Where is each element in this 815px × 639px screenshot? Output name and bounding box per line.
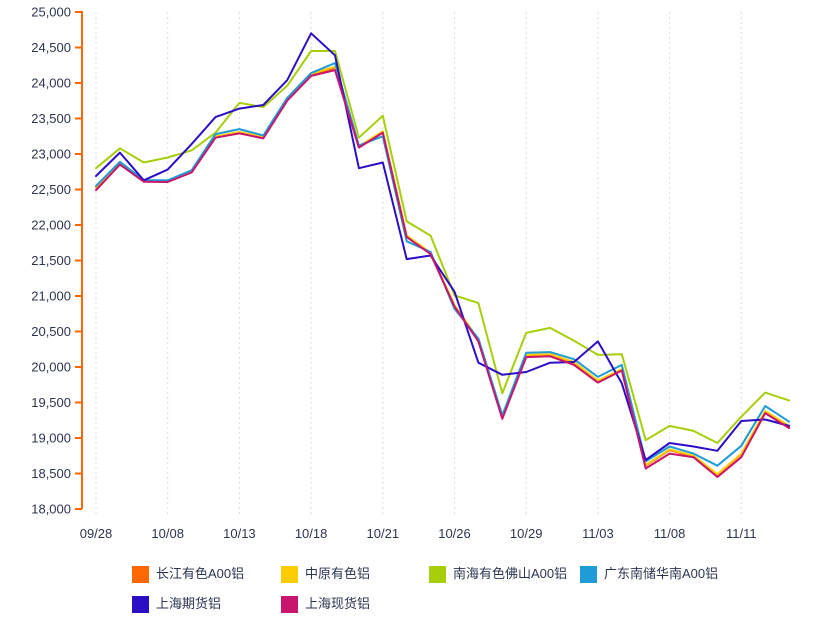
x-axis-tick-label: 10/29 (510, 526, 543, 541)
legend-label: 南海有色佛山A00铝 (453, 566, 568, 581)
y-axis-tick-label: 18,000 (31, 502, 71, 517)
legend-item-南海有色佛山A00铝[interactable]: 南海有色佛山A00铝 (429, 565, 567, 583)
y-axis-tick-label: 19,500 (31, 395, 71, 410)
legend-label: 中原有色铝 (305, 566, 371, 581)
y-axis-tick-label: 18,500 (31, 466, 71, 481)
x-axis-tick-label: 10/21 (367, 526, 400, 541)
x-axis-tick-label: 10/18 (295, 526, 328, 541)
x-axis-tick-label: 11/11 (726, 526, 757, 541)
x-axis-tick-label: 10/08 (151, 526, 184, 541)
y-axis-tick-label: 24,000 (31, 76, 71, 91)
x-axis-tick-label: 10/26 (438, 526, 471, 541)
x-axis-tick-label: 10/13 (223, 526, 256, 541)
series-line-上海期货铝 (95, 32, 791, 461)
series-line-南海有色佛山A00铝 (95, 50, 791, 444)
x-axis-tick-label: 11/08 (654, 526, 686, 541)
y-axis-tick-label: 24,500 (31, 40, 71, 55)
legend-item-长江有色A00铝[interactable]: 长江有色A00铝 (132, 565, 244, 583)
y-axis-tick-label: 22,500 (31, 182, 71, 197)
aluminum-price-line-chart: 25,000 24,500 24,000 23,500 23,000 22,500 22,0… (31, 5, 791, 541)
legend-label: 上海期货铝 (156, 596, 222, 611)
x-axis-tick-label: 11/03 (582, 526, 614, 541)
y-axis-tick-label: 21,500 (31, 253, 71, 268)
series-line-中原有色铝 (95, 65, 791, 476)
y-axis-tick-label: 20,000 (31, 360, 71, 375)
series-line-上海现货铝 (95, 69, 791, 478)
series-line-长江有色A00铝 (95, 67, 791, 476)
legend-label: 上海现货铝 (305, 596, 371, 611)
legend-label: 长江有色A00铝 (156, 566, 245, 581)
y-axis-tick-label: 25,000 (31, 5, 71, 20)
legend-label: 广东南储华南A00铝 (604, 566, 719, 581)
x-axis-tick-label: 09/28 (80, 526, 113, 541)
y-axis-tick-label: 19,000 (31, 431, 71, 446)
legend-swatch-icon (281, 595, 298, 613)
y-axis-tick-label: 23,000 (31, 147, 71, 162)
legend-swatch-icon (281, 565, 298, 583)
legend-swatch-icon (580, 565, 597, 583)
y-axis-tick-label: 21,000 (31, 289, 71, 304)
legend-item-广东南储华南A00铝[interactable]: 广东南储华南A00铝 (580, 565, 718, 583)
legend-swatch-icon (132, 565, 149, 583)
legend-swatch-icon (429, 565, 446, 583)
y-axis-tick-label: 22,000 (31, 218, 71, 233)
y-axis-tick-label: 23,500 (31, 111, 71, 126)
legend-item-上海期货铝[interactable]: 上海期货铝 (132, 595, 221, 613)
legend-swatch-icon (132, 595, 149, 613)
y-axis-tick-label: 20,500 (31, 324, 71, 339)
legend-item-中原有色铝[interactable]: 中原有色铝 (281, 565, 370, 583)
legend-item-上海现货铝[interactable]: 上海现货铝 (281, 595, 370, 613)
